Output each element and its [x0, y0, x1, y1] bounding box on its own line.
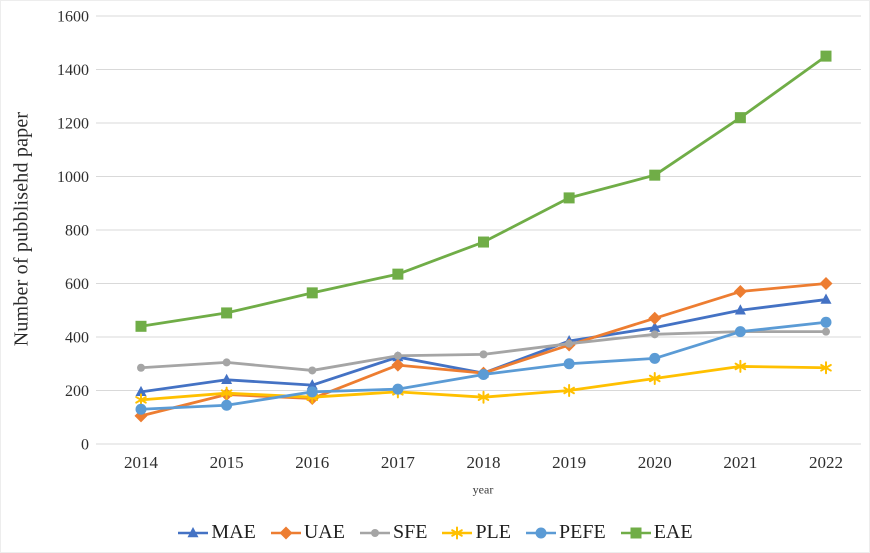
legend-item-sfe: SFE — [359, 521, 427, 544]
square-marker-icon — [820, 50, 832, 62]
y-tick-label: 1200 — [57, 116, 89, 133]
square-marker-icon — [135, 320, 147, 332]
circle-marker-icon — [820, 316, 832, 328]
legend-label: MAE — [211, 521, 256, 543]
x-tick-label: 2017 — [381, 453, 416, 472]
y-axis-title: Number of pubblisehd paper — [10, 111, 33, 347]
x-tick-label: 2016 — [295, 453, 329, 472]
legend-item-mae: MAE — [177, 521, 256, 544]
diamond-marker-icon — [391, 358, 405, 372]
y-tick-label: 800 — [65, 223, 89, 240]
x-tick-label: 2018 — [467, 453, 501, 472]
x-tick-label: 2021 — [723, 453, 757, 472]
eae-legend-marker-icon — [620, 527, 651, 538]
circle-marker-icon — [734, 326, 746, 338]
x-tick-label: 2014 — [124, 453, 159, 472]
circle-marker-icon — [306, 386, 318, 398]
uae-legend-marker-icon — [270, 526, 301, 539]
square-marker-icon — [649, 169, 661, 181]
series-SFE — [137, 327, 830, 375]
square-marker-icon — [306, 287, 318, 299]
x-axis-title: year — [472, 482, 494, 497]
triangle-marker-icon — [306, 379, 318, 390]
sfe-legend-marker-icon — [359, 528, 390, 537]
x-tick-label: 2022 — [809, 453, 843, 472]
y-tick-label: 600 — [65, 276, 89, 293]
circle-marker-icon — [393, 351, 402, 360]
y-tick-label: 200 — [65, 383, 89, 400]
legend-item-pefe: PEFE — [525, 521, 606, 544]
y-tick-label: 0 — [81, 437, 89, 454]
x-tick-label: 2019 — [552, 453, 586, 472]
circle-marker-icon — [565, 339, 574, 348]
triangle-marker-icon — [135, 385, 147, 397]
circle-marker-icon — [649, 352, 661, 364]
asterisk-marker-icon — [734, 359, 747, 373]
y-tick-label: 1600 — [57, 9, 89, 26]
square-marker-icon — [734, 112, 746, 124]
asterisk-marker-icon — [135, 393, 147, 407]
circle-marker-icon — [308, 366, 317, 375]
triangle-marker-icon — [820, 293, 832, 304]
y-tick-label: 400 — [65, 330, 89, 347]
legend-item-uae: UAE — [270, 521, 345, 544]
legend-label: UAE — [303, 521, 345, 543]
circle-marker-icon — [563, 358, 575, 370]
triangle-marker-icon — [734, 304, 746, 315]
triangle-marker-icon — [221, 373, 233, 384]
x-tick-label: 2020 — [638, 453, 672, 472]
mae-legend-marker-icon — [178, 526, 209, 537]
line-chart-canvas: 0 200 400 600 800 1000 1200 1400 1600 2014 2015 201… — [57, 9, 861, 472]
circle-marker-icon — [370, 528, 379, 537]
legend-label: EAE — [653, 521, 693, 543]
pefe-legend-marker-icon — [526, 527, 556, 538]
series-EAE — [135, 50, 832, 332]
series-line — [139, 54, 828, 328]
circle-marker-icon — [137, 363, 145, 372]
asterisk-marker-icon — [477, 390, 490, 404]
y-tick-label: 1400 — [57, 62, 89, 79]
asterisk-marker-icon — [451, 526, 464, 539]
asterisk-marker-icon — [648, 371, 661, 385]
legend-label: PEFE — [559, 521, 606, 543]
square-marker-icon — [563, 192, 575, 204]
diamond-marker-icon — [819, 277, 833, 290]
diamond-marker-icon — [733, 285, 747, 299]
square-marker-icon — [221, 307, 233, 319]
asterisk-marker-icon — [820, 361, 832, 375]
chart-legend: MAE UAE SFE PLE PEFE EAE — [1, 521, 869, 544]
square-marker-icon — [392, 268, 404, 280]
asterisk-marker-icon — [563, 384, 575, 397]
asterisk-marker-icon — [220, 386, 233, 400]
series-PLE — [135, 359, 832, 407]
legend-label: SFE — [392, 521, 428, 543]
circle-marker-icon — [222, 358, 231, 367]
circle-marker-icon — [822, 327, 830, 336]
legend-item-eae: EAE — [620, 521, 693, 544]
legend-item-ple: PLE — [441, 521, 511, 544]
circle-marker-icon — [478, 368, 489, 380]
legend-label: PLE — [475, 521, 511, 543]
circle-marker-icon — [221, 399, 233, 411]
circle-marker-icon — [535, 527, 547, 538]
square-marker-icon — [630, 527, 642, 538]
series-PEFE — [135, 316, 832, 415]
x-tick-label: 2015 — [210, 453, 244, 472]
diamond-marker-icon — [648, 311, 662, 325]
triangle-marker-icon — [649, 321, 661, 332]
square-marker-icon — [478, 236, 489, 248]
circle-marker-icon — [135, 403, 147, 415]
circle-marker-icon — [650, 330, 659, 339]
y-tick-label: 1000 — [57, 169, 89, 186]
diamond-marker-icon — [279, 526, 293, 539]
triangle-marker-icon — [187, 526, 199, 537]
circle-marker-icon — [392, 383, 404, 395]
circle-marker-icon — [479, 350, 488, 359]
ple-legend-marker-icon — [442, 526, 473, 539]
